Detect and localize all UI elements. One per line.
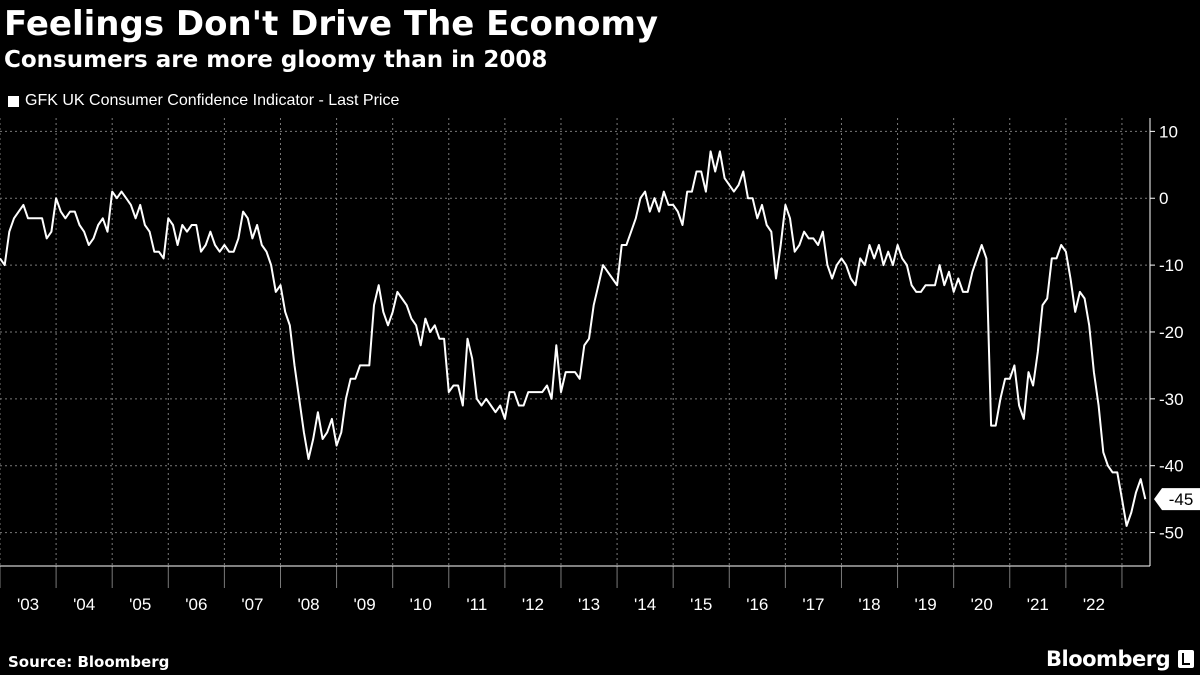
y-tick-label: 0 xyxy=(1159,189,1168,208)
x-tick-label: '13 xyxy=(578,595,600,614)
x-tick-label: '12 xyxy=(522,595,544,614)
labels: 10 0 -10 -20 -30 -40 -50 '03 '04 '05 '06 '07 '08 '09 '… xyxy=(17,122,1200,614)
y-tick-label: -10 xyxy=(1159,256,1184,275)
x-tick-label: '11 xyxy=(466,595,487,614)
last-value-label: -45 xyxy=(1169,490,1194,509)
x-tick-label: '07 xyxy=(241,595,263,614)
chart-title: Feelings Don't Drive The Economy xyxy=(4,4,659,44)
last-value-badge xyxy=(1154,488,1200,511)
axes xyxy=(0,118,1155,588)
y-tick-label: -50 xyxy=(1159,524,1184,543)
x-tick-label: '14 xyxy=(634,595,656,614)
source-note: Source: Bloomberg xyxy=(8,653,170,671)
x-tick-label: '15 xyxy=(690,595,712,614)
chart-icon[interactable] xyxy=(1178,650,1194,668)
x-tick-label: '03 xyxy=(17,595,39,614)
y-tick-label: -20 xyxy=(1159,323,1184,342)
x-tick-label: '20 xyxy=(971,595,993,614)
y-tick-label: 10 xyxy=(1159,122,1178,141)
series-layer xyxy=(0,150,1147,527)
x-tick-label: '08 xyxy=(297,595,319,614)
x-tick-label: '05 xyxy=(129,595,151,614)
chart-subtitle: Consumers are more gloomy than in 2008 xyxy=(4,47,548,73)
x-tick-label: '22 xyxy=(1083,595,1105,614)
x-tick-label: '04 xyxy=(73,595,95,614)
x-tick-label: '19 xyxy=(915,595,937,614)
x-tick-label: '10 xyxy=(410,595,432,614)
y-tick-label: -40 xyxy=(1159,457,1184,476)
legend-label: GFK UK Consumer Confidence Indicator - L… xyxy=(25,92,400,109)
grid xyxy=(0,118,1150,566)
y-tick-label: -30 xyxy=(1159,390,1184,409)
legend: GFK UK Consumer Confidence Indicator - L… xyxy=(8,91,399,111)
legend-swatch xyxy=(8,95,19,107)
x-tick-label: '09 xyxy=(354,595,376,614)
x-tick-label: '21 xyxy=(1027,595,1049,614)
series-line xyxy=(0,150,1147,527)
x-tick-label: '06 xyxy=(185,595,207,614)
x-tick-label: '17 xyxy=(802,595,824,614)
x-tick-label: '16 xyxy=(746,595,768,614)
brand-logo: Bloomberg xyxy=(1046,647,1171,671)
x-tick-label: '18 xyxy=(858,595,880,614)
